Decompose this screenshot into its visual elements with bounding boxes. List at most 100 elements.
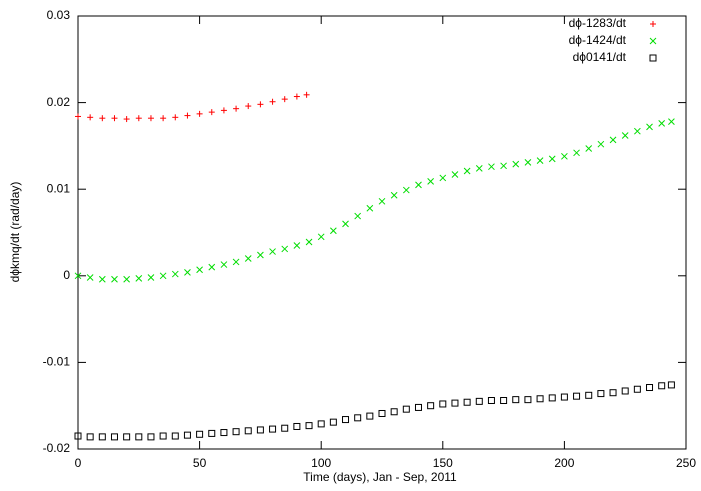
- marker-stroke: [123, 275, 130, 283]
- marker-stroke: [220, 429, 228, 437]
- marker-stroke: [330, 227, 337, 235]
- point: [378, 197, 386, 205]
- marker-stroke: [463, 167, 471, 175]
- point: [305, 238, 313, 246]
- point: [646, 384, 654, 392]
- marker-stroke: [646, 384, 654, 392]
- legend-label: dϕ-1283/dt: [569, 16, 627, 30]
- marker-stroke: [366, 412, 374, 420]
- point: [220, 429, 228, 437]
- point: [159, 272, 167, 280]
- point: [196, 266, 203, 274]
- marker-stroke: [402, 405, 410, 413]
- marker-stroke: [597, 140, 605, 148]
- point: [184, 268, 191, 276]
- marker-stroke: [171, 432, 179, 440]
- point: [488, 163, 495, 171]
- point: [512, 160, 520, 168]
- marker-stroke: [524, 159, 532, 166]
- marker-stroke: [147, 433, 155, 441]
- point: [86, 433, 94, 441]
- marker-stroke: [293, 422, 301, 430]
- point: [98, 433, 106, 441]
- point: [171, 432, 179, 440]
- point: [342, 220, 349, 228]
- marker-stroke: [184, 268, 191, 276]
- marker-stroke: [269, 425, 277, 433]
- point: [585, 391, 593, 399]
- point: [668, 118, 675, 126]
- marker-stroke: [512, 160, 520, 168]
- point: [548, 394, 556, 402]
- marker-stroke: [293, 242, 301, 249]
- point: [633, 385, 641, 393]
- marker-stroke: [487, 397, 495, 405]
- marker-stroke: [621, 132, 629, 139]
- marker-stroke: [342, 220, 349, 228]
- point: [135, 115, 142, 122]
- marker-stroke: [110, 433, 118, 441]
- point: [463, 398, 471, 406]
- point: [135, 433, 143, 441]
- marker-stroke: [536, 395, 544, 403]
- marker-stroke: [135, 433, 143, 441]
- point: [135, 275, 143, 282]
- marker-stroke: [548, 394, 556, 402]
- marker-stroke: [536, 157, 544, 164]
- marker-stroke: [649, 37, 657, 45]
- legend-marker: [650, 21, 656, 27]
- marker-stroke: [560, 393, 568, 401]
- plot-frame: [77, 15, 687, 450]
- point: [560, 393, 568, 401]
- point: [208, 263, 216, 271]
- point: [184, 112, 191, 119]
- point: [390, 191, 398, 199]
- marker-stroke: [427, 402, 435, 410]
- marker-stroke: [159, 432, 167, 440]
- point: [269, 248, 276, 255]
- marker-stroke: [366, 204, 374, 212]
- point: [487, 397, 495, 405]
- marker-stroke: [548, 155, 556, 163]
- point: [317, 420, 325, 428]
- marker-stroke: [244, 255, 252, 262]
- point: [269, 98, 276, 105]
- x-tick-label: 200: [554, 456, 574, 470]
- y-tick-label: 0.02: [47, 95, 71, 109]
- point: [475, 397, 483, 405]
- point: [500, 397, 508, 405]
- point: [621, 132, 629, 139]
- y-tick-label: 0.03: [47, 8, 71, 22]
- point: [244, 255, 252, 262]
- marker-stroke: [597, 390, 605, 398]
- point: [160, 115, 167, 122]
- marker-stroke: [475, 165, 483, 172]
- marker-stroke: [257, 251, 264, 259]
- point: [378, 409, 386, 417]
- y-tick-label: -0.01: [43, 355, 71, 369]
- point: [256, 426, 264, 434]
- point: [110, 433, 118, 441]
- marker-stroke: [232, 428, 240, 436]
- marker-stroke: [621, 387, 629, 395]
- point: [245, 103, 252, 110]
- point: [597, 390, 605, 398]
- point: [500, 162, 507, 170]
- marker-stroke: [135, 275, 143, 282]
- y-tick-label: -0.02: [43, 441, 71, 455]
- point: [123, 433, 131, 441]
- point: [183, 431, 191, 439]
- marker-stroke: [305, 422, 313, 430]
- marker-stroke: [451, 399, 459, 407]
- marker-stroke: [561, 152, 568, 160]
- point: [87, 114, 94, 121]
- marker-stroke: [668, 118, 675, 126]
- point: [123, 275, 130, 283]
- point: [439, 400, 447, 408]
- marker-stroke: [208, 263, 216, 271]
- marker-stroke: [585, 145, 593, 152]
- point: [208, 429, 216, 437]
- marker-stroke: [317, 233, 325, 241]
- point: [147, 115, 154, 122]
- point: [257, 101, 264, 108]
